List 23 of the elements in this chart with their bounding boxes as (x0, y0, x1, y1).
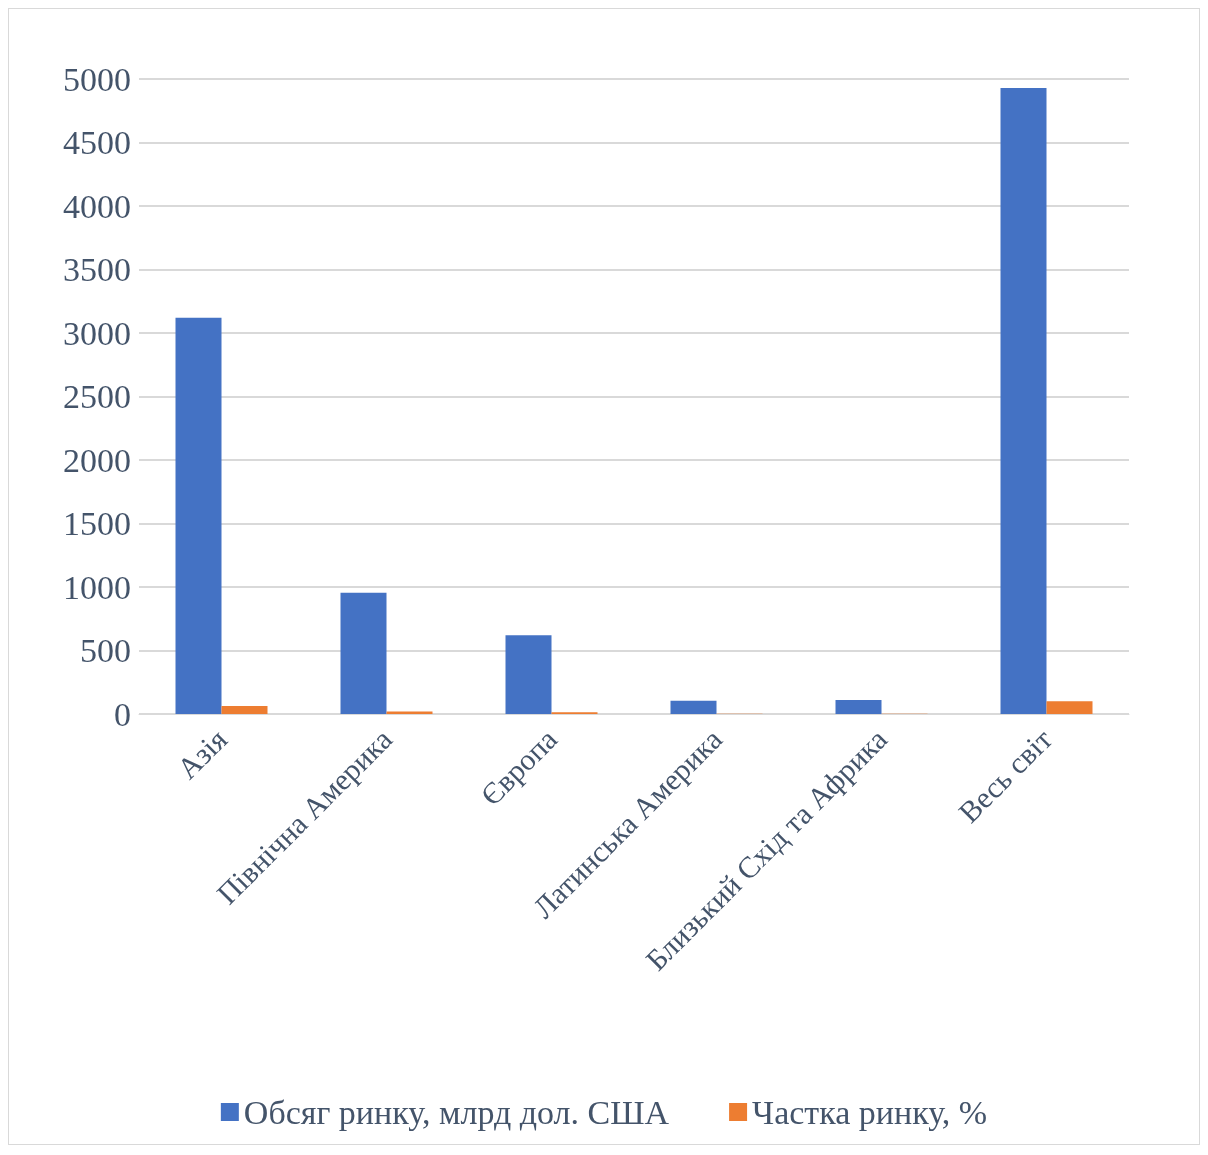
bar (835, 700, 882, 714)
y-tick-label: 500 (80, 632, 131, 669)
legend-label: Обсяг ринку, млрд дол. США (243, 1093, 670, 1131)
bar (1000, 87, 1047, 714)
bar (175, 317, 222, 714)
bar (221, 706, 268, 714)
x-tick-label: Азія (170, 722, 234, 785)
x-tick-label: Весь світ (951, 722, 1059, 829)
y-tick-label: 5000 (63, 60, 131, 98)
y-tick-label: 1500 (63, 505, 131, 542)
bar (340, 592, 387, 714)
y-tick-label: 2000 (63, 441, 131, 479)
y-tick-label: 3000 (63, 314, 131, 352)
y-tick-label: 0 (114, 695, 131, 733)
y-tick-label: 4500 (63, 124, 131, 161)
y-tick-label: 4000 (63, 187, 131, 225)
y-tick-label: 3500 (63, 251, 131, 288)
bar (1046, 701, 1093, 714)
y-tick-label: 2500 (63, 378, 131, 415)
legend-label: Частка ринку, % (752, 1093, 988, 1131)
bar (670, 700, 717, 714)
bar (505, 635, 552, 714)
y-tick-label: 1000 (63, 568, 131, 606)
